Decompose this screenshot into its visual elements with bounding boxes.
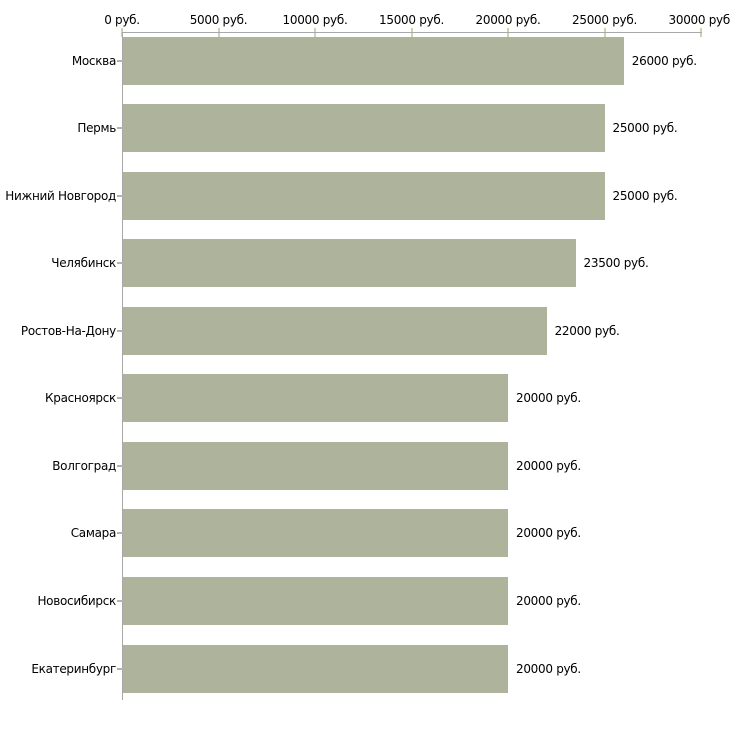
- x-axis-tick-label: 25000 руб.: [572, 13, 637, 27]
- y-axis-line: [122, 32, 123, 700]
- category-label: Волгоград: [52, 458, 116, 473]
- category-tick-mark: [117, 397, 123, 400]
- bar-value-label: 20000 руб.: [516, 593, 581, 608]
- x-axis-tick-label: 10000 руб.: [282, 13, 348, 27]
- bar: [123, 171, 605, 220]
- x-axis-tick-label: 15000 руб.: [379, 13, 444, 27]
- category-tick-mark: [117, 59, 123, 62]
- category-label: Самара: [70, 526, 117, 541]
- bar-value-label: 20000 руб.: [516, 526, 581, 541]
- category-label: Ростов-На-Дону: [20, 323, 116, 338]
- x-axis-tick-label: 0 руб.: [104, 13, 140, 27]
- bar-value-label: 25000 руб.: [612, 121, 678, 136]
- bar-value-label: 20000 руб.: [516, 391, 581, 406]
- x-axis-tick-label: 30000 руб.: [668, 13, 730, 27]
- category-label: Красноярск: [45, 391, 116, 406]
- category-label: Москва: [71, 53, 116, 68]
- category-label: Екатеринбург: [31, 661, 116, 676]
- category-label: Пермь: [77, 121, 116, 136]
- category-label: Челябинск: [51, 256, 116, 271]
- category-label: Нижний Новгород: [5, 188, 116, 203]
- bar: [123, 239, 576, 288]
- category-tick-mark: [117, 329, 123, 332]
- bar-value-label: 23500 руб.: [583, 256, 649, 271]
- bar-value-label: 22000 руб.: [554, 323, 620, 338]
- bar: [123, 36, 624, 85]
- bar-value-label: 20000 руб.: [516, 661, 581, 676]
- bar-value-label: 20000 руб.: [516, 458, 581, 473]
- category-tick-mark: [117, 262, 123, 265]
- category-tick-mark: [117, 127, 123, 130]
- bar: [123, 576, 508, 625]
- bar: [123, 374, 508, 423]
- category-tick-mark: [117, 532, 123, 535]
- bar-value-label: 25000 руб.: [612, 188, 678, 203]
- bar: [123, 441, 508, 490]
- category-label: Новосибирск: [37, 593, 116, 608]
- x-axis-tick-label: 20000 руб.: [475, 13, 541, 27]
- bar-value-label: 26000 руб.: [631, 53, 697, 68]
- x-axis-tick-label: 5000 руб.: [189, 13, 248, 27]
- bar: [123, 306, 547, 355]
- bar: [123, 509, 508, 558]
- category-tick-mark: [117, 194, 123, 197]
- bar: [123, 104, 605, 153]
- bar: [123, 644, 508, 693]
- x-axis-line: [122, 32, 702, 33]
- category-tick-mark: [117, 667, 123, 670]
- category-tick-mark: [117, 599, 123, 602]
- category-tick-mark: [117, 464, 123, 467]
